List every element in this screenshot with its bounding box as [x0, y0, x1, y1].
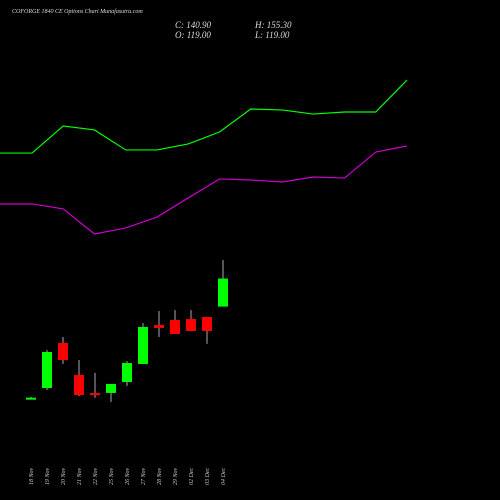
candle-body — [58, 343, 68, 360]
candle-body — [154, 324, 164, 329]
x-tick-label: 02 Dec — [189, 468, 195, 485]
candle-body — [74, 374, 84, 395]
x-tick-label: 19 Nov — [45, 467, 51, 485]
open-label: O: 119.00 — [175, 30, 211, 40]
candle-body — [106, 383, 116, 393]
indicator-line — [0, 145, 408, 235]
x-tick-label: 04 Dec — [220, 468, 227, 485]
x-tick-label: 27 Nov — [141, 467, 147, 485]
candle-body — [26, 397, 36, 400]
x-tick-label: 21 Nov — [77, 467, 83, 485]
indicator-line — [0, 79, 408, 154]
chart-title: COFORGE 1840 CE Options Chart Munafasutr… — [12, 8, 143, 15]
low-label: L: 119.00 — [254, 30, 290, 40]
candle-body — [170, 319, 180, 335]
candle-body — [138, 326, 148, 364]
x-tick-label: 29 Nov — [173, 467, 179, 485]
x-tick-label: 28 Nov — [157, 467, 163, 485]
x-tick-label: 18 Nov — [29, 467, 35, 485]
close-label: C: 140.90 — [175, 20, 212, 30]
x-tick-label: 20 Nov — [61, 467, 67, 485]
candle-body — [122, 363, 132, 383]
candle-body — [218, 278, 228, 307]
x-tick-label: 03 Dec — [205, 468, 211, 485]
candle-body — [90, 393, 100, 396]
x-tick-label: 22 Nov — [93, 467, 99, 485]
candle-body — [42, 352, 52, 389]
x-tick-label: 25 Nov — [109, 467, 115, 485]
x-tick-label: 26 Nov — [125, 467, 131, 485]
candle-body — [202, 316, 212, 331]
high-label: H: 155.30 — [254, 20, 292, 30]
candle-body — [186, 319, 196, 331]
